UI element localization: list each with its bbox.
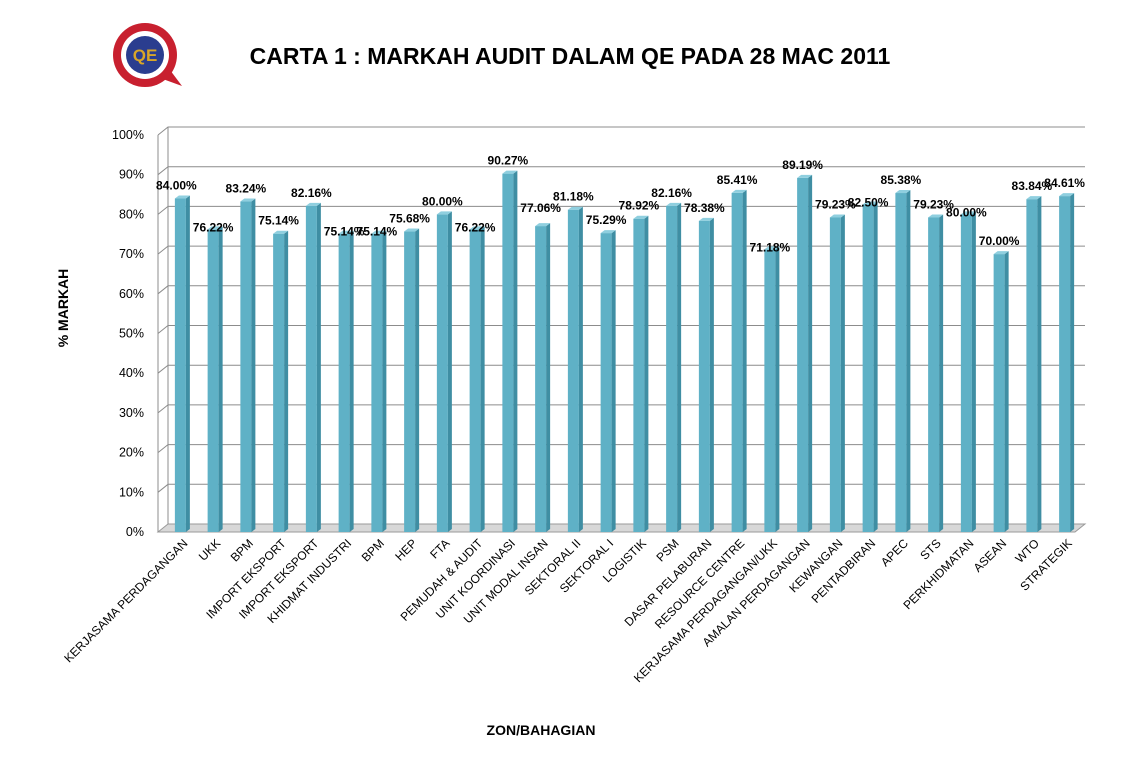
category-label: KERJASAMA PERDAGANGAN/UKK	[631, 536, 780, 685]
bar	[698, 217, 714, 532]
category-label: BPM	[359, 536, 387, 564]
data-label: 85.38%	[881, 173, 922, 187]
seal-logo-text: QE	[133, 46, 158, 65]
y-axis-ticks: 0% 10% 20% 30% 40% 50% 60% 70% 80% 90% 100%	[112, 128, 144, 539]
data-label: 75.14%	[357, 225, 398, 239]
bar	[469, 226, 485, 532]
data-label: 80.00%	[946, 205, 987, 219]
y-tick-label: 80%	[119, 207, 144, 221]
bar	[371, 230, 387, 532]
data-label: 81.18%	[553, 190, 594, 204]
bar	[764, 246, 780, 532]
data-label: 70.00%	[979, 234, 1020, 248]
y-tick-label: 70%	[119, 247, 144, 261]
data-label: 80.00%	[422, 194, 463, 208]
y-tick-label: 90%	[119, 168, 144, 182]
category-label: HEP	[392, 536, 419, 563]
bar	[567, 206, 583, 532]
category-label: KERJASAMA PERDAGANGAN	[61, 536, 190, 665]
bar	[207, 226, 223, 532]
data-label: 89.19%	[782, 158, 823, 172]
bar	[731, 189, 747, 532]
y-tick-label: 100%	[112, 128, 144, 142]
category-label: PSM	[653, 536, 681, 564]
chart-title: CARTA 1 : MARKAH AUDIT DALAM QE PADA 28 …	[250, 43, 891, 69]
data-label: 79.23%	[815, 197, 856, 211]
category-label: UKK	[196, 536, 223, 563]
data-label: 76.22%	[193, 220, 234, 234]
bar	[928, 214, 944, 532]
data-label: 90.27%	[488, 154, 529, 168]
data-label: 75.14%	[258, 214, 299, 228]
data-label: 76.22%	[455, 220, 496, 234]
y-axis-label: % MARKAH	[55, 269, 71, 348]
category-label: BPM	[228, 536, 256, 564]
gridline	[157, 245, 1085, 255]
bar	[305, 202, 321, 532]
data-label: 79.23%	[913, 197, 954, 211]
gridline	[157, 205, 1085, 215]
y-tick-label: 10%	[119, 485, 144, 499]
gridline	[157, 126, 1085, 136]
seal-logo: QE	[113, 23, 182, 87]
data-label: 75.68%	[389, 212, 430, 226]
gridline	[157, 166, 1085, 176]
bars	[174, 170, 1075, 533]
y-tick-label: 30%	[119, 406, 144, 420]
bar	[338, 230, 354, 532]
data-label: 82.16%	[651, 186, 692, 200]
y-tick-label: 20%	[119, 446, 144, 460]
data-label: 75.29%	[586, 213, 627, 227]
category-label: FTA	[427, 536, 452, 561]
category-label: APEC	[878, 536, 911, 569]
bar	[502, 170, 518, 532]
y-tick-label: 50%	[119, 327, 144, 341]
bar	[797, 174, 813, 532]
bar	[1059, 193, 1075, 532]
bar	[666, 202, 682, 532]
plot-area	[156, 127, 1087, 533]
data-label: 82.50%	[848, 195, 889, 209]
bar	[600, 230, 616, 532]
bar	[240, 198, 256, 532]
data-label: 75.14%	[324, 225, 365, 239]
y-tick-label: 40%	[119, 366, 144, 380]
bar	[273, 230, 289, 532]
bar	[174, 195, 190, 532]
data-label: 83.24%	[226, 182, 267, 196]
bar	[960, 211, 976, 532]
data-labels: 84.00%76.22%83.24%75.14%82.16%75.14%75.1…	[156, 154, 1085, 255]
bar	[895, 190, 911, 533]
data-label: 78.38%	[684, 201, 725, 215]
bar	[535, 223, 551, 533]
category-label: STS	[917, 536, 943, 562]
data-label: 82.16%	[291, 186, 332, 200]
category-label: WTO	[1012, 536, 1042, 566]
data-label: 85.41%	[717, 173, 758, 187]
bar	[862, 201, 878, 532]
data-label: 77.06%	[520, 201, 561, 215]
data-label: 84.61%	[1044, 176, 1085, 190]
data-label: 78.92%	[619, 199, 660, 213]
bar	[633, 215, 649, 532]
y-tick-label: 60%	[119, 287, 144, 301]
bar	[829, 214, 845, 532]
data-label: 71.18%	[750, 240, 791, 254]
bar	[404, 228, 420, 532]
category-label: ASEAN	[971, 536, 1010, 575]
bar	[1026, 196, 1042, 532]
bar	[436, 211, 452, 532]
bar	[993, 251, 1009, 532]
data-label: 84.00%	[156, 179, 197, 193]
data-label: 83.84%	[1012, 179, 1053, 193]
x-axis-label: ZON/BAHAGIAN	[487, 722, 596, 738]
y-tick-label: 0%	[126, 525, 144, 539]
